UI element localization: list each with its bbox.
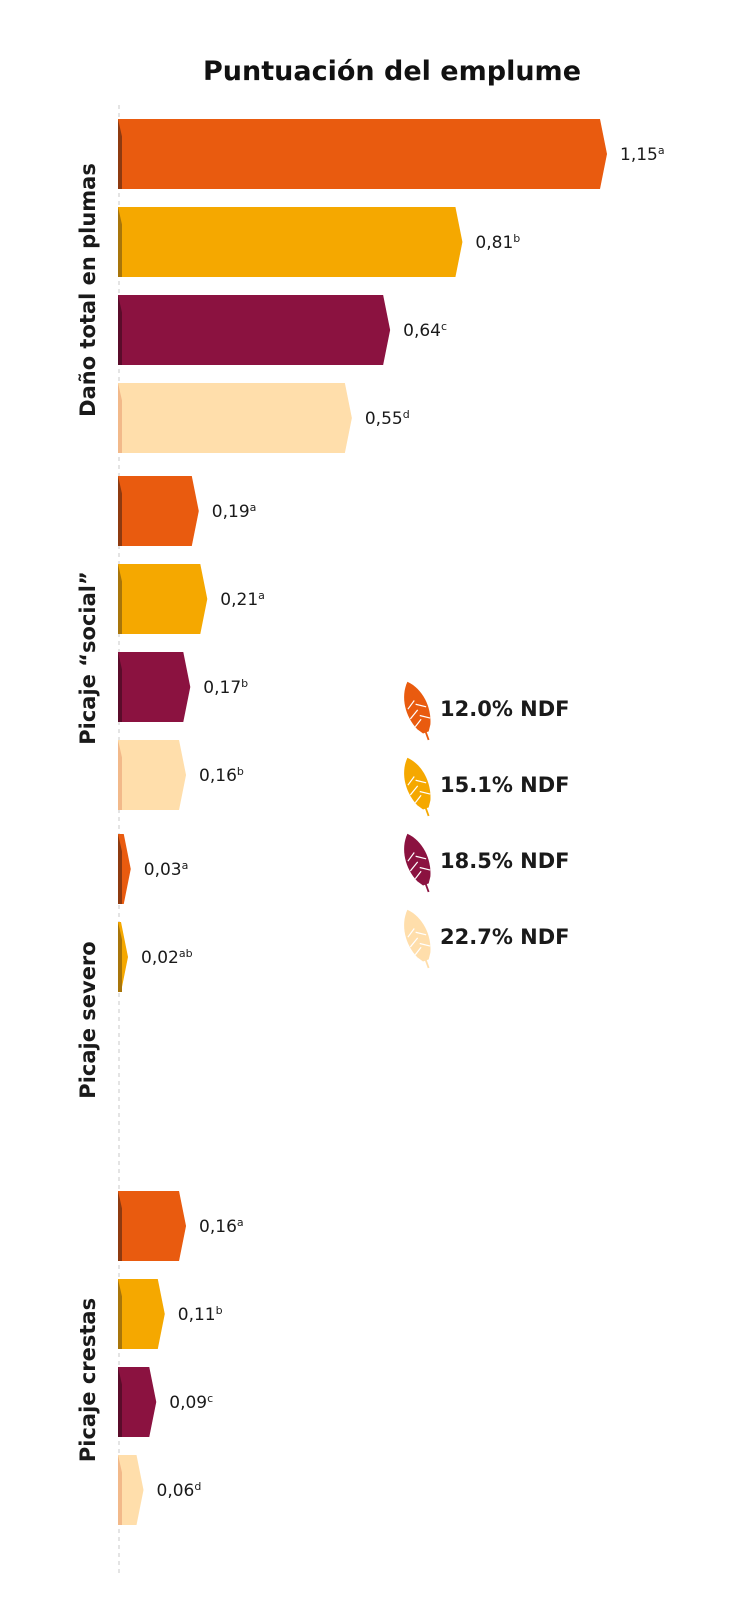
value-label-3-1: 0,11b bbox=[178, 1304, 223, 1325]
value-label-2-0: 0,03a bbox=[144, 859, 189, 880]
bar-1-1 bbox=[118, 564, 208, 634]
legend-item-1: 15.1% NDF bbox=[404, 757, 570, 817]
value-label-3-2: 0,09c bbox=[169, 1392, 213, 1413]
bar-3-1 bbox=[118, 1279, 165, 1349]
bar-1-3 bbox=[118, 740, 187, 810]
value-label-1-3: 0,16b bbox=[199, 765, 244, 786]
legend-label-0: 12.0% NDF bbox=[440, 697, 570, 721]
bar-shade-1-3 bbox=[118, 740, 122, 810]
bar-0-2 bbox=[118, 295, 391, 365]
legend-item-2: 18.5% NDF bbox=[404, 833, 570, 893]
legend-label-2: 18.5% NDF bbox=[440, 849, 570, 873]
value-label-0-2: 0,64c bbox=[403, 320, 447, 341]
legend: 12.0% NDF 15.1% NDF 18.5% NDF 22.7% NDF bbox=[404, 681, 570, 969]
feather-icon bbox=[404, 909, 431, 969]
feather-icon bbox=[404, 833, 431, 893]
bar-shade-1-0 bbox=[118, 476, 122, 546]
group-label-dano-total: Daño total en plumas bbox=[76, 163, 100, 417]
bar-shade-1-1 bbox=[118, 564, 122, 634]
legend-item-3: 22.7% NDF bbox=[404, 909, 570, 969]
legend-label-3: 22.7% NDF bbox=[440, 925, 570, 949]
group-label-picaje-crestas: Picaje crestas bbox=[76, 1298, 100, 1462]
value-label-3-0: 0,16a bbox=[199, 1216, 244, 1237]
group-label-picaje-severo: Picaje severo bbox=[76, 941, 100, 1098]
legend-label-1: 15.1% NDF bbox=[440, 773, 570, 797]
bar-3-2 bbox=[118, 1367, 157, 1437]
value-label-1-0: 0,19a bbox=[212, 501, 257, 522]
feather-icon bbox=[404, 757, 431, 817]
bar-shade-3-2 bbox=[118, 1367, 122, 1437]
group-label-picaje-social: Picaje “social” bbox=[76, 571, 100, 745]
value-label-0-0: 1,15a bbox=[620, 144, 665, 165]
bar-shade-3-1 bbox=[118, 1279, 122, 1349]
bar-3-0 bbox=[118, 1191, 187, 1261]
bar-shade-0-0 bbox=[118, 119, 122, 189]
bar-shade-0-2 bbox=[118, 295, 122, 365]
value-label-0-3: 0,55d bbox=[365, 408, 410, 429]
group-labels: Daño total en plumas Picaje “social” Pic… bbox=[76, 163, 100, 1462]
chart-title: Puntuación del emplume bbox=[203, 56, 581, 87]
bar-3-3 bbox=[118, 1455, 144, 1525]
legend-item-0: 12.0% NDF bbox=[404, 681, 570, 741]
bar-shade-3-0 bbox=[118, 1191, 122, 1261]
bar-shade-2-0 bbox=[118, 834, 122, 904]
value-label-1-2: 0,17b bbox=[203, 677, 248, 698]
value-label-3-3: 0,06d bbox=[157, 1480, 202, 1501]
bar-0-0 bbox=[118, 119, 607, 189]
bar-0-1 bbox=[118, 207, 463, 277]
bars: 1,15a 0,81b 0,64c 0,55d 0,19a 0,21a 0,17b 0,16b… bbox=[118, 119, 665, 1525]
bar-shade-1-2 bbox=[118, 652, 122, 722]
bar-shade-2-1 bbox=[118, 922, 122, 992]
bar-shade-3-3 bbox=[118, 1455, 122, 1525]
value-label-1-1: 0,21a bbox=[220, 589, 265, 610]
bar-0-3 bbox=[118, 383, 352, 453]
bar-1-2 bbox=[118, 652, 191, 722]
value-label-0-1: 0,81b bbox=[475, 232, 520, 253]
feather-icon bbox=[404, 681, 431, 741]
bar-shade-0-1 bbox=[118, 207, 122, 277]
value-label-2-1: 0,02ab bbox=[141, 947, 193, 968]
bar-shade-0-3 bbox=[118, 383, 122, 453]
bar-1-0 bbox=[118, 476, 199, 546]
